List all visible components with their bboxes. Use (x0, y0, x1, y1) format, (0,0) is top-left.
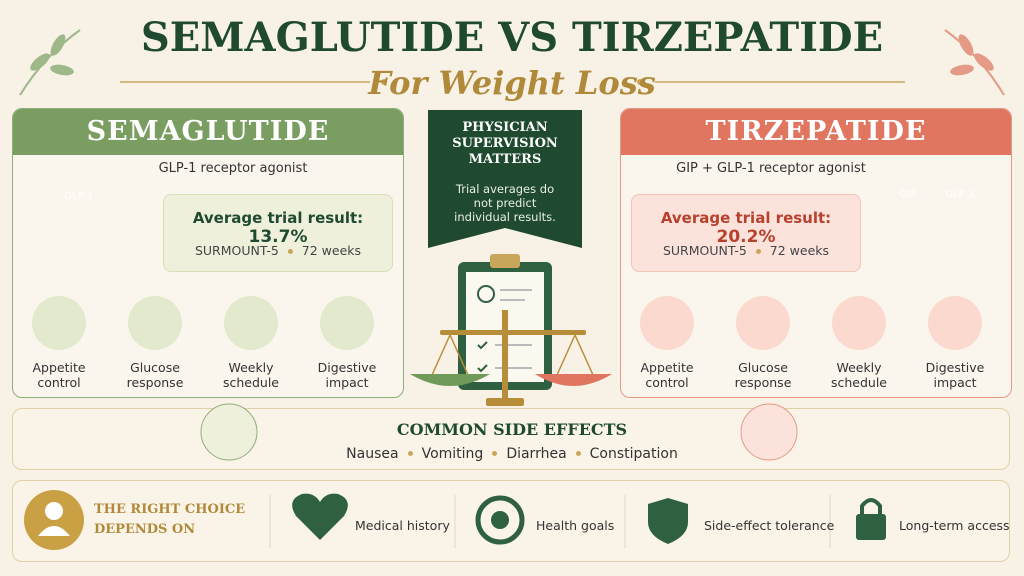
feature-label: Appetite control (32, 360, 86, 390)
clip (490, 254, 520, 268)
title: SEMAGLUTIDE VS TIRZEPATIDE (140, 14, 884, 61)
panel-title: TIRZEPATIDE (621, 109, 1011, 155)
side-effect: Constipation (589, 445, 678, 462)
dividers (269, 495, 831, 548)
feature: Glucose response (717, 296, 809, 390)
feature-icon (224, 296, 278, 350)
side-effects-list: Nausea Vomiting Diarrhea Constipation (300, 443, 724, 462)
result-label: Average trial result: (192, 209, 364, 227)
side-effects-title: COMMON SIDE EFFECTS (396, 420, 628, 439)
feature: Digestive impact (301, 296, 393, 390)
feature-label: Digestive impact (317, 360, 377, 390)
feature: Weekly schedule (813, 296, 905, 390)
feature-label: Appetite control (640, 360, 694, 390)
lock-shackle (860, 498, 882, 514)
side-effect: Nausea (346, 445, 399, 462)
feature-label: Glucose response (734, 360, 792, 390)
feature-label: Glucose response (126, 360, 184, 390)
badge: GIP (899, 189, 917, 200)
footer-title: THE RIGHT CHOICE DEPENDS ON (94, 502, 246, 537)
person-body (38, 526, 70, 536)
separator (575, 451, 581, 456)
feature-icon (640, 296, 694, 350)
feature-label: Weekly schedule (222, 360, 280, 390)
feature-label: Digestive impact (925, 360, 985, 390)
ornament (637, 79, 643, 85)
stomach-icon (740, 403, 798, 461)
separator (287, 249, 293, 254)
feature-icon (128, 296, 182, 350)
feature-icon (832, 296, 886, 350)
duration: 72 weeks (301, 243, 362, 258)
mechanism: GIP + GLP-1 receptor agonist (676, 161, 866, 176)
target-center (491, 511, 509, 529)
factor: Medical history (355, 518, 450, 533)
scale (410, 310, 612, 406)
feature-icon (32, 296, 86, 350)
badge: GLP-1 (945, 189, 975, 200)
target-icon (475, 495, 525, 545)
result-label: Average trial result: (660, 209, 832, 227)
feature: Digestive impact (909, 296, 1001, 390)
lock-icon (856, 514, 886, 540)
mechanism: GLP-1 receptor agonist (158, 161, 308, 176)
feature: Weekly schedule (205, 296, 297, 390)
result-box: Average trial result: 20.2% SURMOUNT-5 72… (631, 194, 861, 272)
badge: GLP-1 (64, 191, 94, 202)
factor: Long-term access (899, 518, 1010, 533)
leaf-left (19, 29, 81, 96)
feature: Appetite control (13, 296, 105, 390)
person-head (45, 502, 63, 520)
banner (428, 110, 582, 248)
result-value: 20.2% (716, 227, 776, 247)
heart-icon (292, 493, 348, 540)
center-title: PHYSICIAN SUPERVISION MATTERS (452, 120, 558, 167)
stomach-icon (200, 403, 258, 461)
feature-icon (736, 296, 790, 350)
center-note: Trial averages do not predict individual… (454, 182, 556, 224)
side-effect: Vomiting (421, 445, 484, 462)
leaf-right (944, 29, 1005, 96)
side-effect: Diarrhea (506, 445, 567, 462)
panel-title: SEMAGLUTIDE (13, 109, 403, 155)
trial: SURMOUNT-5 (662, 243, 747, 258)
feature-icon (320, 296, 374, 350)
trial: SURMOUNT-5 (194, 243, 279, 258)
checklist (477, 285, 532, 373)
feature: Glucose response (109, 296, 201, 390)
separator (407, 451, 413, 456)
separator (492, 451, 498, 456)
factor: Health goals (536, 518, 615, 533)
feature-label: Weekly schedule (830, 360, 888, 390)
separator (755, 249, 761, 254)
subtitle: For Weight Loss (368, 64, 656, 102)
factor: Side-effect tolerance (704, 518, 835, 533)
result-box: Average trial result: 13.7% SURMOUNT-5 72… (163, 194, 393, 272)
feature-icon (928, 296, 982, 350)
right-panel: TIRZEPATIDE GIP + GLP-1 receptor agonist… (620, 108, 1012, 398)
feature: Appetite control (621, 296, 713, 390)
duration: 72 weeks (769, 243, 830, 258)
result-value: 13.7% (248, 227, 308, 247)
left-panel: SEMAGLUTIDE GLP-1 receptor agonist GLP-1… (12, 108, 404, 398)
shield-icon (648, 498, 688, 544)
ornament (381, 79, 387, 85)
